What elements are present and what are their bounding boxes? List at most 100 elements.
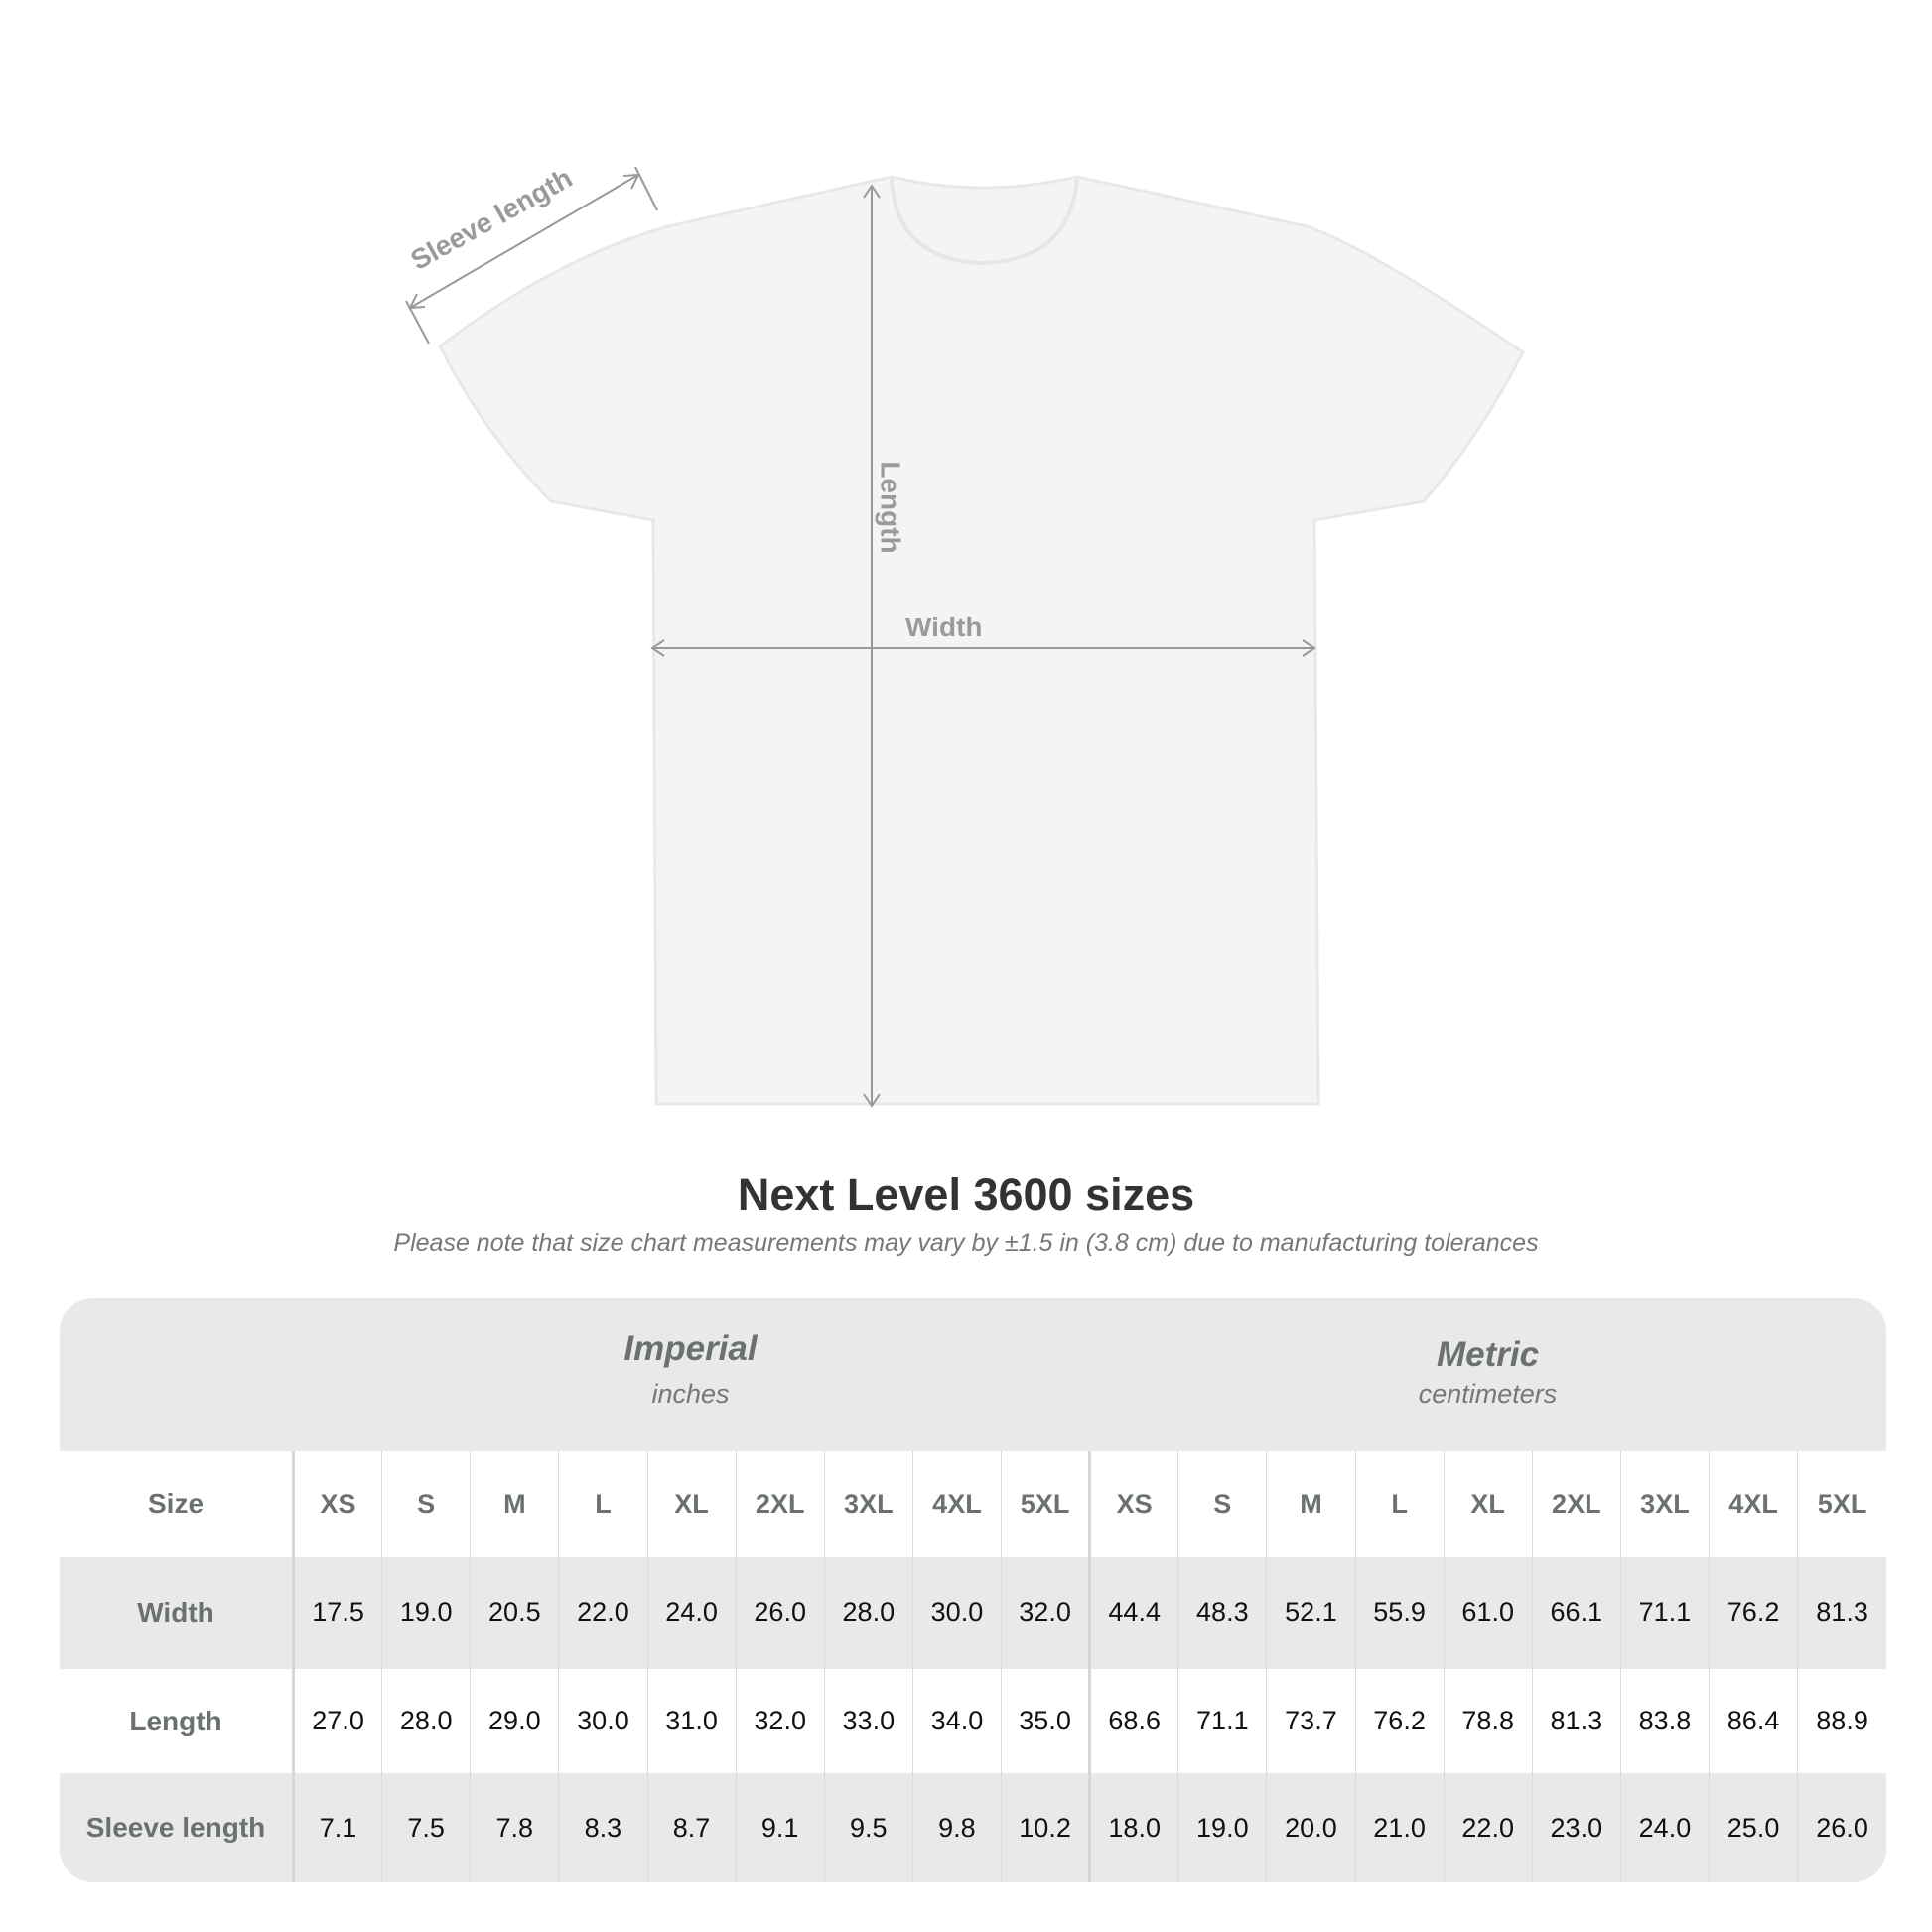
size-table: Size XS S M L XL 2XL 3XL 4XL 5XL XS S M L XL 2XL 3XL 4XL 5…	[60, 1451, 1886, 1882]
imperial-value-cell: 32.0	[1000, 1557, 1090, 1669]
collar	[890, 178, 1079, 266]
page-title: Next Level 3600 sizes	[737, 1170, 1195, 1220]
size-chart: Imperial inches Metric centimeters Size X…	[60, 1298, 1886, 1882]
imperial-value-cell: 19.0	[381, 1557, 471, 1669]
metric-size-2xl: 2XL	[1531, 1451, 1621, 1557]
imperial-value-cell: 7.5	[381, 1773, 471, 1882]
imperial-value-cell: 30.0	[558, 1669, 647, 1773]
imperial-size-2xl: 2XL	[735, 1451, 825, 1557]
row-label: Length	[60, 1669, 295, 1773]
imperial-size-xl: XL	[646, 1451, 737, 1557]
imperial-value-cell: 9.1	[735, 1773, 825, 1882]
row-label: Width	[60, 1557, 295, 1669]
imperial-value-cell: 26.0	[735, 1557, 825, 1669]
sleeve-arrow	[409, 174, 639, 309]
metric-value-cell: 22.0	[1443, 1773, 1533, 1882]
imperial-value-cell: 9.8	[911, 1773, 1002, 1882]
imperial-title: Imperial	[623, 1329, 758, 1368]
unit-header-band: Imperial inches Metric centimeters	[60, 1298, 1886, 1451]
imperial-unit: inches	[651, 1379, 730, 1409]
metric-value-cell: 23.0	[1531, 1773, 1621, 1882]
imperial-size-l: L	[558, 1451, 647, 1557]
imperial-value-cell: 32.0	[735, 1669, 825, 1773]
metric-unit: centimeters	[1418, 1379, 1558, 1409]
metric-value-cell: 76.2	[1354, 1669, 1445, 1773]
metric-value-cell: 25.0	[1708, 1773, 1798, 1882]
metric-size-m: M	[1266, 1451, 1355, 1557]
width-arrow-head-right	[1302, 639, 1316, 657]
length-arrow-head-bottom	[863, 1093, 881, 1108]
tshirt-diagram	[405, 166, 1525, 1108]
width-label: Width	[905, 612, 983, 642]
imperial-value-cell: 29.0	[470, 1669, 559, 1773]
tolerance-note: Please note that size chart measurements…	[393, 1229, 1539, 1257]
imperial-size-m: M	[470, 1451, 559, 1557]
tshirt-shape	[438, 175, 1525, 1106]
metric-value-cell: 88.9	[1797, 1669, 1886, 1773]
metric-value-cell: 81.3	[1531, 1669, 1621, 1773]
width-arrow-head-left	[650, 639, 665, 657]
metric-size-xl: XL	[1443, 1451, 1533, 1557]
metric-value-cell: 55.9	[1354, 1557, 1445, 1669]
imperial-value-cell: 9.5	[823, 1773, 913, 1882]
metric-value-cell: 19.0	[1177, 1773, 1267, 1882]
imperial-value-cell: 27.0	[292, 1669, 382, 1773]
imperial-size-s: S	[381, 1451, 471, 1557]
imperial-value-cell: 8.7	[646, 1773, 737, 1882]
metric-value-cell: 78.8	[1443, 1669, 1533, 1773]
sleeve-arrow-head-left	[408, 293, 426, 310]
imperial-value-cell: 17.5	[292, 1557, 382, 1669]
imperial-value-cell: 22.0	[558, 1557, 647, 1669]
metric-size-l: L	[1354, 1451, 1445, 1557]
imperial-value-cell: 28.0	[381, 1669, 471, 1773]
metric-size-3xl: 3XL	[1619, 1451, 1710, 1557]
imperial-value-cell: 8.3	[558, 1773, 647, 1882]
imperial-size-3xl: 3XL	[823, 1451, 913, 1557]
metric-size-xs: XS	[1088, 1451, 1178, 1557]
metric-value-cell: 68.6	[1088, 1669, 1178, 1773]
length-label: Length	[875, 461, 906, 554]
metric-value-cell: 61.0	[1443, 1557, 1533, 1669]
imperial-value-cell: 35.0	[1000, 1669, 1090, 1773]
imperial-value-cell: 24.0	[646, 1557, 737, 1669]
imperial-size-4xl: 4XL	[911, 1451, 1002, 1557]
metric-value-cell: 71.1	[1177, 1669, 1267, 1773]
metric-value-cell: 86.4	[1708, 1669, 1798, 1773]
metric-size-s: S	[1177, 1451, 1267, 1557]
sleeve-arrow-tick-right	[634, 166, 658, 211]
metric-value-cell: 48.3	[1177, 1557, 1267, 1669]
metric-value-cell: 24.0	[1619, 1773, 1710, 1882]
table-row: Width 17.5 19.0 20.5 22.0 24.0 26.0 28.0 30.0 32.…	[60, 1557, 1886, 1669]
imperial-value-cell: 10.2	[1000, 1773, 1090, 1882]
metric-header: Metric centimeters	[1089, 1298, 1886, 1410]
imperial-value-cell: 33.0	[823, 1669, 913, 1773]
size-header-row: Size XS S M L XL 2XL 3XL 4XL 5XL XS S M L XL 2XL 3XL 4XL 5…	[60, 1451, 1886, 1557]
imperial-value-cell: 20.5	[470, 1557, 559, 1669]
length-arrow-head-top	[863, 184, 881, 199]
sleeve-arrow-head-right	[622, 173, 640, 190]
imperial-value-cell: 34.0	[911, 1669, 1002, 1773]
metric-size-4xl: 4XL	[1708, 1451, 1798, 1557]
metric-title: Metric	[1436, 1335, 1540, 1374]
imperial-value-cell: 30.0	[911, 1557, 1002, 1669]
imperial-value-cell: 7.8	[470, 1773, 559, 1882]
metric-value-cell: 20.0	[1266, 1773, 1355, 1882]
imperial-header: Imperial inches	[292, 1298, 1089, 1410]
row-label: Sleeve length	[60, 1773, 295, 1882]
metric-value-cell: 52.1	[1266, 1557, 1355, 1669]
metric-value-cell: 71.1	[1619, 1557, 1710, 1669]
metric-value-cell: 44.4	[1088, 1557, 1178, 1669]
imperial-size-5xl: 5XL	[1000, 1451, 1090, 1557]
imperial-value-cell: 31.0	[646, 1669, 737, 1773]
metric-value-cell: 73.7	[1266, 1669, 1355, 1773]
table-row: Sleeve length 7.1 7.5 7.8 8.3 8.7 9.1 9.5 9.8 10.…	[60, 1773, 1886, 1882]
imperial-size-xs: XS	[292, 1451, 382, 1557]
metric-value-cell: 66.1	[1531, 1557, 1621, 1669]
metric-value-cell: 83.8	[1619, 1669, 1710, 1773]
metric-value-cell: 26.0	[1797, 1773, 1886, 1882]
imperial-value-cell: 7.1	[292, 1773, 382, 1882]
table-row: Length 27.0 28.0 29.0 30.0 31.0 32.0 33.0 34.0 35…	[60, 1669, 1886, 1773]
metric-value-cell: 81.3	[1797, 1557, 1886, 1669]
metric-size-5xl: 5XL	[1797, 1451, 1886, 1557]
metric-value-cell: 18.0	[1088, 1773, 1178, 1882]
